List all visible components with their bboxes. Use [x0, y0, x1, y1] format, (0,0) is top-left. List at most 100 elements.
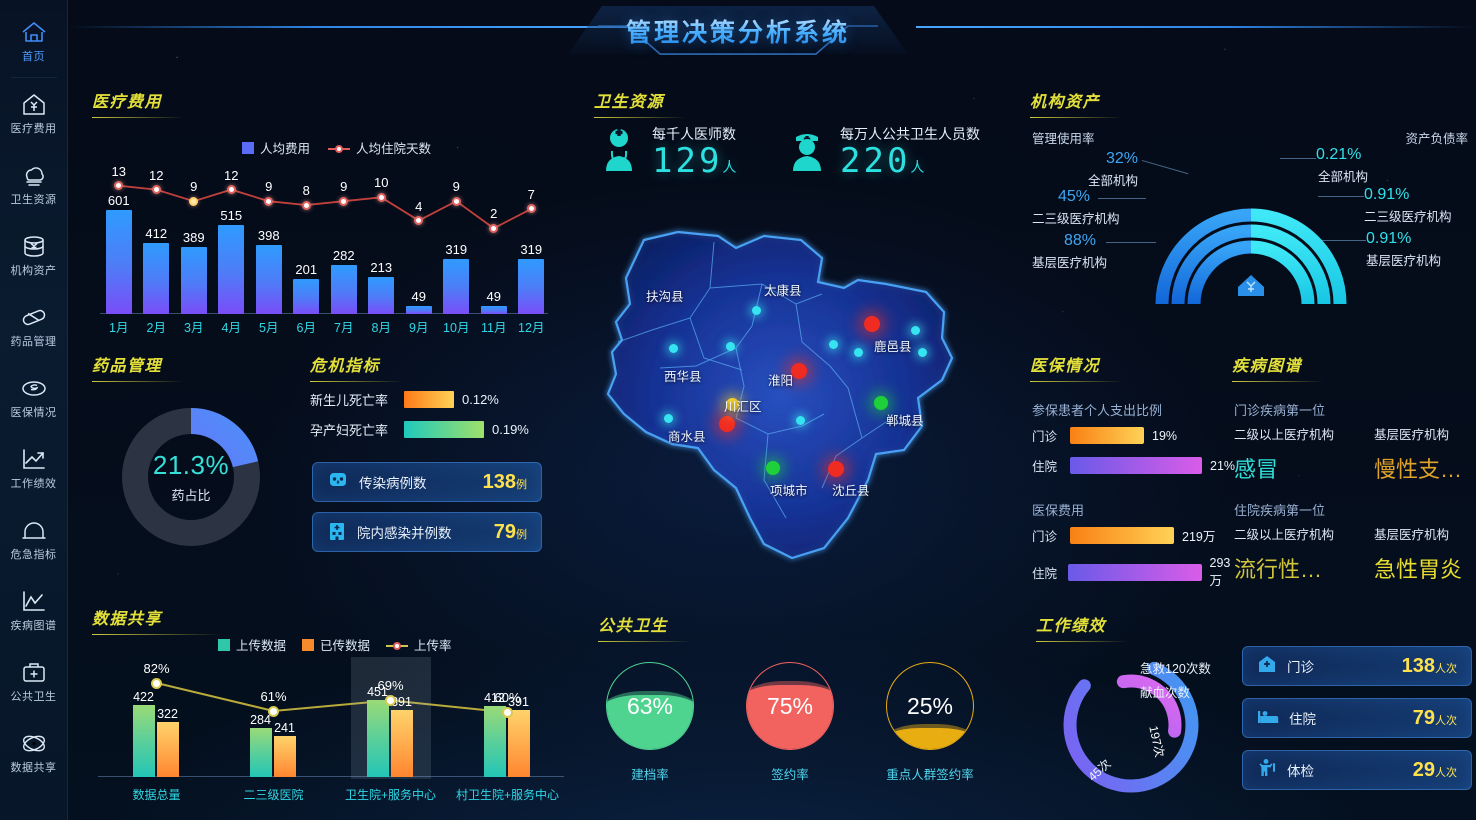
- map-marker-yellow[interactable]: [726, 398, 739, 411]
- map-region-label[interactable]: 太康县: [764, 284, 802, 298]
- stat-card-住院[interactable]: 住院 79人次: [1242, 698, 1472, 738]
- line-point[interactable]: [385, 694, 396, 706]
- line-point[interactable]: [489, 223, 499, 233]
- map-region-label[interactable]: 鹿邑县: [874, 340, 912, 354]
- map-marker-red[interactable]: [719, 416, 735, 432]
- map-marker-cyan[interactable]: [664, 414, 673, 423]
- map-marker-red[interactable]: [791, 363, 807, 379]
- line-point[interactable]: [226, 185, 236, 195]
- line-point[interactable]: [114, 181, 124, 191]
- map-marker-cyan[interactable]: [726, 342, 735, 351]
- line-point[interactable]: [268, 705, 279, 717]
- map-marker-cyan[interactable]: [911, 326, 920, 335]
- gauge-重点人群签约率[interactable]: 25%: [886, 662, 974, 750]
- stat-card-门诊[interactable]: 门诊 138人次: [1242, 646, 1472, 686]
- bar[interactable]: [368, 277, 395, 314]
- sidebar-item-assets[interactable]: 机构资产: [0, 220, 68, 291]
- sidebar-item-performance[interactable]: 工作绩效: [0, 433, 68, 504]
- legend-item-avg-cost[interactable]: 人均费用: [242, 138, 310, 157]
- line-point[interactable]: [151, 677, 162, 689]
- sidebar-item-health-resource[interactable]: 卫生资源: [0, 149, 68, 220]
- performance-donut[interactable]: [1056, 650, 1206, 800]
- sidebar-item-medical-cost[interactable]: 医疗费用: [0, 78, 68, 149]
- bar[interactable]: [255, 245, 282, 314]
- home-icon: [19, 19, 49, 45]
- line-point[interactable]: [451, 196, 461, 206]
- line-point[interactable]: [301, 200, 311, 210]
- bar[interactable]: [180, 246, 207, 314]
- line-point[interactable]: [339, 196, 349, 206]
- sidebar-item-home[interactable]: 首页: [0, 6, 68, 77]
- bar[interactable]: [443, 259, 470, 314]
- line-point[interactable]: [264, 196, 274, 206]
- bar[interactable]: [405, 305, 432, 314]
- map-marker-cyan[interactable]: [752, 306, 761, 315]
- medical-cost-legend: 人均费用 人均住院天数: [242, 138, 431, 157]
- map-region-label[interactable]: 川汇区: [724, 400, 762, 414]
- map-region-label[interactable]: 扶沟县: [646, 290, 684, 304]
- map-marker-cyan[interactable]: [918, 348, 927, 357]
- hospital-infection-card[interactable]: 院内感染并例数 79例: [312, 512, 542, 552]
- map-region-label[interactable]: 淮阳: [768, 374, 794, 388]
- sidebar-item-insurance[interactable]: 医保情况: [0, 362, 68, 433]
- section-rule: [1232, 381, 1324, 382]
- bar-uploaded-total[interactable]: [366, 699, 389, 777]
- map-marker-red[interactable]: [828, 461, 844, 477]
- map-marker-cyan[interactable]: [669, 344, 678, 353]
- map-marker-green[interactable]: [874, 396, 888, 410]
- bar[interactable]: [218, 225, 245, 314]
- bar-value: 201: [295, 262, 318, 278]
- line-point[interactable]: [151, 185, 161, 195]
- map-region-label[interactable]: 郸城县: [886, 414, 924, 428]
- line-point[interactable]: [189, 196, 199, 206]
- line-point[interactable]: [526, 204, 536, 214]
- map-marker-cyan[interactable]: [796, 416, 805, 425]
- legend-item-uploaded[interactable]: 已传数据: [302, 635, 370, 654]
- map-region-label[interactable]: 西华县: [664, 370, 702, 384]
- bar-value: 412: [484, 691, 505, 706]
- infectious-cases-card[interactable]: 传染病例数 138例: [312, 462, 542, 502]
- bar-uploaded-total[interactable]: [132, 704, 155, 777]
- map-marker-red[interactable]: [864, 316, 880, 332]
- map-marker-green[interactable]: [766, 461, 780, 475]
- gauge-签约率[interactable]: 75%: [746, 662, 834, 750]
- map-region-label[interactable]: 项城市: [770, 484, 808, 498]
- asset-left-label-1: 二三级医疗机构: [1032, 212, 1120, 226]
- bar-uploaded-total[interactable]: [483, 706, 506, 777]
- bar[interactable]: [330, 265, 357, 314]
- line-point[interactable]: [502, 706, 513, 718]
- legend-item-upload-rate[interactable]: 上传率: [386, 635, 452, 654]
- bar-uploaded[interactable]: [507, 709, 530, 777]
- line-point[interactable]: [376, 192, 386, 202]
- legend-item-uploaded-total[interactable]: 上传数据: [218, 635, 286, 654]
- legend-item-avg-days[interactable]: 人均住院天数: [328, 138, 431, 157]
- sidebar-item-data-share[interactable]: 数据共享: [0, 717, 68, 788]
- bar[interactable]: [480, 305, 507, 314]
- map-region-label[interactable]: 商水县: [668, 430, 706, 444]
- legend-swatch: [218, 639, 230, 651]
- legend-swatch: [302, 639, 315, 651]
- region-map[interactable]: 扶沟县 太康县西华县 淮阳 鹿邑县川汇区郸城县商水县项城市 沈丘县: [586, 218, 986, 598]
- stat-card-体检[interactable]: 体检 29人次: [1242, 750, 1472, 790]
- sidebar-item-crisis[interactable]: 危急指标: [0, 504, 68, 575]
- sidebar-item-disease[interactable]: 疾病图谱: [0, 575, 68, 646]
- sidebar-item-drug[interactable]: 药品管理: [0, 291, 68, 362]
- map-region-label[interactable]: 沈丘县: [832, 484, 870, 498]
- gauge-建档率[interactable]: 63%: [606, 662, 694, 750]
- map-marker-cyan[interactable]: [829, 340, 838, 349]
- line-point[interactable]: [414, 216, 424, 226]
- bar-uploaded[interactable]: [390, 709, 413, 777]
- bar-uploaded[interactable]: [273, 735, 296, 777]
- sidebar-item-public-health[interactable]: 公共卫生: [0, 646, 68, 717]
- bar[interactable]: [143, 243, 170, 314]
- bar-uploaded-total[interactable]: [249, 728, 272, 777]
- drug-ratio-donut[interactable]: 21.3% 药占比: [116, 402, 266, 552]
- bar[interactable]: [518, 259, 545, 314]
- bar-uploaded[interactable]: [156, 721, 179, 777]
- row-bar: [1070, 427, 1144, 444]
- bar[interactable]: [105, 210, 132, 314]
- section-rule: [92, 381, 184, 382]
- x-axis-label: 数据总量: [132, 788, 181, 802]
- bar[interactable]: [293, 279, 320, 314]
- map-marker-cyan[interactable]: [854, 348, 863, 357]
